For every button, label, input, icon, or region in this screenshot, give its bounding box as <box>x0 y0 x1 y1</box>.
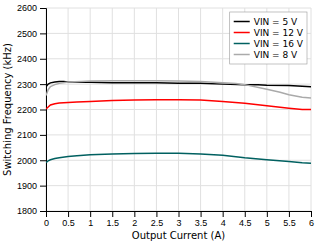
tick-mark <box>179 211 180 217</box>
tick: 3 <box>176 211 181 228</box>
tick-label: 2 <box>132 218 137 228</box>
tick: 4.5 <box>239 211 252 228</box>
legend-item: VIN = 8 V <box>234 50 298 60</box>
legend-box <box>230 12 307 64</box>
tick-label: 0.5 <box>62 218 75 228</box>
lines <box>46 81 311 163</box>
grid <box>46 8 311 211</box>
legend-swatch <box>234 21 250 23</box>
y-axis: 1800 1900 2000 2100 2200 2300 2400 2500 2600 <box>17 3 47 216</box>
chart: 0 0.5 1 1.5 2 2.5 3 3.5 4 4.5 5 5.5 6 1800 1900 2000 210… <box>0 0 323 243</box>
tick: 1.5 <box>106 211 119 228</box>
tick-mark <box>311 211 312 217</box>
tick-label: 2400 <box>17 54 37 64</box>
tick-mark <box>156 211 157 217</box>
legend-item: VIN = 16 V <box>234 39 304 49</box>
tick: 0 <box>44 211 49 228</box>
tick-mark <box>134 211 135 217</box>
tick: 1800 <box>17 206 46 216</box>
grid-line <box>46 185 311 186</box>
legend: VIN = 5 VVIN = 12 VVIN = 16 VVIN = 8 V <box>230 12 307 64</box>
tick: 2600 <box>17 3 46 13</box>
tick-mark <box>40 59 46 60</box>
tick-label: 2100 <box>17 130 37 140</box>
tick: 2000 <box>17 156 46 166</box>
legend-item: VIN = 5 V <box>234 17 298 27</box>
legend-swatch <box>234 54 250 56</box>
legend-swatch <box>234 32 250 34</box>
legend-label: VIN = 16 V <box>254 39 304 49</box>
tick: 0.5 <box>62 211 75 228</box>
tick-mark <box>40 8 46 9</box>
tick: 6 <box>309 211 314 228</box>
y-axis-title: Switching Frequency (kHz) <box>2 43 13 176</box>
series-line <box>46 81 311 98</box>
tick: 2300 <box>17 80 46 90</box>
legend-item: VIN = 12 V <box>234 28 304 38</box>
grid-line <box>46 109 311 110</box>
tick-mark <box>40 33 46 34</box>
tick: 5.5 <box>283 211 296 228</box>
tick: 2100 <box>17 130 46 140</box>
tick-label: 1 <box>88 218 93 228</box>
tick-label: 1900 <box>17 181 37 191</box>
legend-label: VIN = 8 V <box>254 50 298 60</box>
axis-line <box>47 212 312 218</box>
legend-swatch <box>234 43 250 45</box>
tick-mark <box>245 211 246 217</box>
tick-label: 4 <box>221 218 226 228</box>
tick-mark <box>40 84 46 85</box>
series-line <box>46 153 311 163</box>
tick-label: 3 <box>176 218 181 228</box>
tick-label: 1.5 <box>106 218 119 228</box>
tick-mark <box>68 211 69 217</box>
x-axis-title: Output Current (A) <box>132 230 225 241</box>
tick-mark <box>40 135 46 136</box>
tick: 5 <box>265 211 270 228</box>
tick: 2500 <box>17 29 46 39</box>
tick-mark <box>223 211 224 217</box>
tick-label: 0 <box>44 218 49 228</box>
tick-label: 5.5 <box>283 218 296 228</box>
legend-label: VIN = 12 V <box>254 28 304 38</box>
tick-label: 6 <box>309 218 314 228</box>
tick: 2 <box>132 211 137 228</box>
tick-mark <box>201 211 202 217</box>
tick: 1900 <box>17 181 46 191</box>
tick-label: 4.5 <box>239 218 252 228</box>
tick-mark <box>90 211 91 217</box>
x-axis: 0 0.5 1 1.5 2 2.5 3 3.5 4 4.5 5 5.5 6 <box>44 211 314 228</box>
legend-label: VIN = 5 V <box>254 17 298 27</box>
tick-mark <box>40 110 46 111</box>
tick-label: 5 <box>265 218 270 228</box>
series-line <box>46 100 311 110</box>
grid-line <box>46 8 311 9</box>
tick-label: 2300 <box>17 80 37 90</box>
tick-mark <box>289 211 290 217</box>
tick: 3.5 <box>195 211 208 228</box>
tick: 2200 <box>17 105 46 115</box>
tick: 4 <box>221 211 226 228</box>
plot: 0 0.5 1 1.5 2 2.5 3 3.5 4 4.5 5 5.5 6 1800 1900 2000 210… <box>17 3 314 228</box>
tick: 1 <box>88 211 93 228</box>
tick-mark <box>40 186 46 187</box>
tick-mark <box>267 211 268 217</box>
tick-label: 1800 <box>17 206 37 216</box>
tick-label: 2.5 <box>151 218 164 228</box>
tick-mark <box>40 160 46 161</box>
axis-line <box>40 9 47 212</box>
tick: 2.5 <box>151 211 164 228</box>
tick-label: 2600 <box>17 3 37 13</box>
tick-mark <box>112 211 113 217</box>
grid-line <box>46 134 311 135</box>
tick-label: 2000 <box>17 156 37 166</box>
tick-label: 2200 <box>17 105 37 115</box>
tick-mark <box>40 211 46 212</box>
tick-label: 3.5 <box>195 218 208 228</box>
tick-label: 2500 <box>17 29 37 39</box>
tick: 2400 <box>17 54 46 64</box>
series-line <box>46 82 311 87</box>
